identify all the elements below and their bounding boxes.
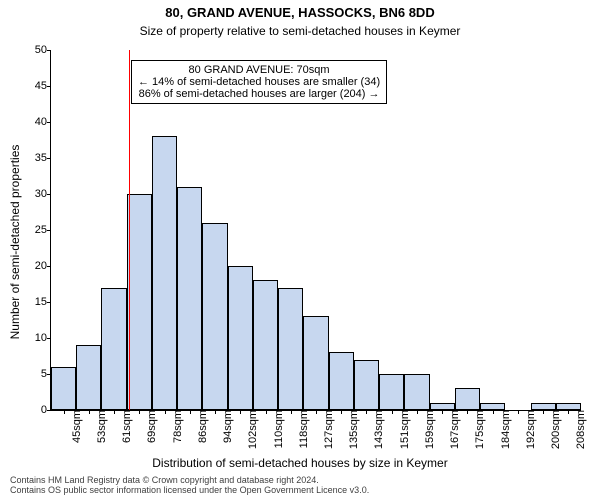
histogram-bar (556, 403, 581, 410)
x-tick-label: 184sqm (497, 410, 512, 449)
histogram-bar (51, 367, 76, 410)
x-tick-mark (190, 410, 191, 414)
x-tick-label: 159sqm (421, 410, 436, 449)
x-tick-label: 78sqm (169, 410, 184, 443)
x-tick-mark (89, 410, 90, 414)
histogram-bar (329, 352, 354, 410)
y-tick-label: 25 (35, 224, 51, 236)
annotation-line-2: ← 14% of semi-detached houses are smalle… (138, 76, 380, 88)
histogram-bar (127, 194, 152, 410)
histogram-bar (455, 388, 480, 410)
x-tick-label: 175sqm (471, 410, 486, 449)
histogram-bar (379, 374, 404, 410)
x-tick-label: 69sqm (143, 410, 158, 443)
x-tick-label: 127sqm (320, 410, 335, 449)
y-tick-label: 30 (35, 188, 51, 200)
x-tick-mark (392, 410, 393, 414)
x-axis-label: Distribution of semi-detached houses by … (0, 456, 600, 470)
x-tick-mark (316, 410, 317, 414)
x-tick-mark (493, 410, 494, 414)
x-tick-mark (139, 410, 140, 414)
x-tick-label: 110sqm (270, 410, 285, 448)
y-tick-label: 35 (35, 152, 51, 164)
x-tick-mark (240, 410, 241, 414)
x-tick-mark (291, 410, 292, 414)
y-tick-label: 45 (35, 80, 51, 92)
histogram-bar (253, 280, 278, 410)
x-tick-label: 143sqm (370, 410, 385, 449)
reference-line (129, 50, 130, 410)
histogram-bar (177, 187, 202, 410)
x-tick-mark (543, 410, 544, 414)
x-tick-mark (366, 410, 367, 414)
x-tick-label: 208sqm (572, 410, 587, 449)
histogram-bar (101, 288, 126, 410)
chart-subtitle: Size of property relative to semi-detach… (0, 24, 600, 38)
x-tick-label: 86sqm (194, 410, 209, 443)
histogram-bar (354, 360, 379, 410)
y-tick-label: 20 (35, 260, 51, 272)
annotation-line-3: 86% of semi-detached houses are larger (… (138, 88, 380, 100)
histogram-bar (152, 136, 177, 410)
x-tick-mark (518, 410, 519, 414)
histogram-bar (228, 266, 253, 410)
chart-title: 80, GRAND AVENUE, HASSOCKS, BN6 8DD (0, 5, 600, 20)
x-tick-label: 167sqm (446, 410, 461, 449)
y-tick-label: 15 (35, 296, 51, 308)
x-tick-mark (114, 410, 115, 414)
x-tick-mark (64, 410, 65, 414)
annotation-line-1: 80 GRAND AVENUE: 70sqm (138, 64, 380, 76)
y-tick-label: 0 (41, 404, 51, 416)
histogram-bar (278, 288, 303, 410)
y-tick-label: 10 (35, 332, 51, 344)
histogram-bar (202, 223, 227, 410)
y-tick-label: 50 (35, 44, 51, 56)
histogram-bar (430, 403, 455, 410)
footer-line-2: Contains OS public sector information li… (10, 486, 369, 496)
x-tick-label: 45sqm (68, 410, 83, 443)
x-tick-label: 200sqm (547, 410, 562, 449)
x-tick-mark (341, 410, 342, 414)
x-tick-mark (165, 410, 166, 414)
x-tick-label: 135sqm (345, 410, 360, 449)
x-tick-label: 151sqm (396, 410, 411, 449)
histogram-bar (480, 403, 505, 410)
x-tick-mark (266, 410, 267, 414)
histogram-bar (531, 403, 556, 410)
plot-area: 0510152025303540455045sqm53sqm61sqm69sqm… (50, 50, 581, 411)
footer-attribution: Contains HM Land Registry data © Crown c… (10, 476, 369, 496)
annotation-box: 80 GRAND AVENUE: 70sqm← 14% of semi-deta… (131, 60, 387, 104)
x-tick-label: 61sqm (118, 410, 133, 443)
y-axis-label: Number of semi-detached properties (8, 142, 22, 342)
x-tick-label: 118sqm (295, 410, 310, 448)
x-tick-label: 94sqm (219, 410, 234, 443)
x-tick-label: 102sqm (244, 410, 259, 449)
x-tick-mark (215, 410, 216, 414)
y-tick-label: 5 (41, 368, 51, 380)
histogram-bar (303, 316, 328, 410)
histogram-bar (404, 374, 429, 410)
x-tick-mark (568, 410, 569, 414)
chart-container: 80, GRAND AVENUE, HASSOCKS, BN6 8DD Size… (0, 0, 600, 500)
x-tick-label: 192sqm (522, 410, 537, 449)
y-tick-label: 40 (35, 116, 51, 128)
histogram-bar (76, 345, 101, 410)
x-tick-label: 53sqm (93, 410, 108, 443)
x-tick-mark (467, 410, 468, 414)
x-tick-mark (417, 410, 418, 414)
x-tick-mark (442, 410, 443, 414)
